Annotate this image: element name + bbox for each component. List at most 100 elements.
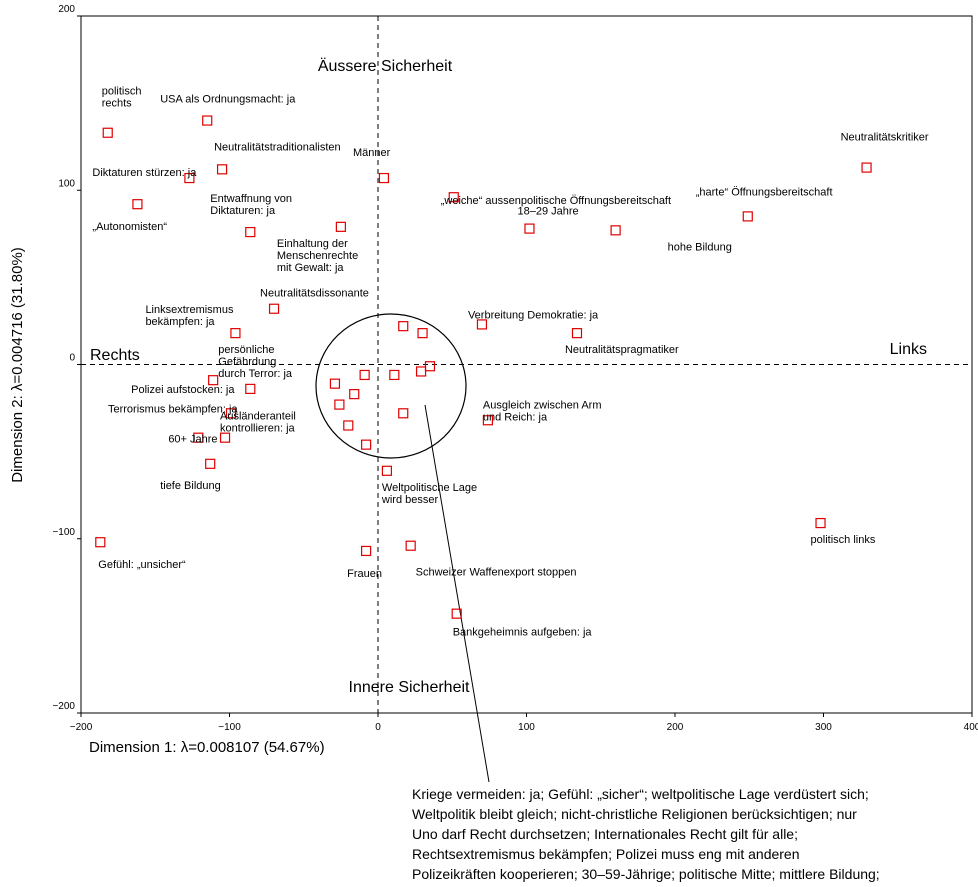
data-point-label: Weltpolitische Lage wird besser — [381, 482, 477, 506]
data-point-label: Polizei aufstocken: ja — [131, 384, 235, 396]
data-point-marker — [359, 369, 370, 381]
data-point-marker — [610, 225, 621, 236]
data-point-label: 60+ Jahre — [168, 434, 217, 446]
data-point-label: Gefühl: „unsicher“ — [98, 559, 186, 571]
data-point-marker — [132, 199, 143, 210]
data-point-marker — [378, 172, 390, 184]
data-point-label: Verbreitung Demokratie: ja — [468, 309, 599, 321]
data-point-marker — [448, 192, 459, 203]
data-point-label: 18–29 Jahre — [517, 206, 578, 218]
data-point-marker — [225, 408, 237, 419]
data-points: politisch rechts USA als Ordnungsmacht: ja… — [92, 86, 929, 639]
data-point-marker — [205, 458, 216, 469]
data-point-marker — [95, 537, 106, 548]
y-tick-label: 100 — [58, 178, 75, 189]
data-point-label: politisch links — [811, 534, 876, 546]
data-point-label: Neutralitätspragmatiker — [565, 344, 679, 356]
data-point-marker — [417, 328, 428, 339]
data-point-label: „harte“ Öffnungsbereitschaft — [696, 186, 833, 198]
data-point-label: Neutralitätskritiker — [841, 132, 929, 144]
data-point-marker — [334, 399, 345, 410]
data-point-marker — [230, 328, 241, 339]
data-point-label: hohe Bildung — [668, 241, 732, 253]
x-tick-label: 200 — [667, 722, 684, 733]
data-point-marker — [202, 115, 213, 126]
data-point-marker — [389, 369, 400, 381]
quadrant-label-right: Links — [890, 341, 927, 358]
cluster-group — [315, 313, 490, 783]
data-point-marker — [219, 432, 231, 443]
data-point-marker — [861, 162, 872, 173]
axes: −200 −100 0 100 200 300 400 200 100 0 −100 −200 — [52, 4, 978, 733]
data-point-marker — [451, 608, 462, 619]
data-point-label: persönliche Gefährdung durch Terror: ja — [218, 344, 293, 380]
data-point-marker — [335, 221, 346, 232]
data-point-label: Diktaturen stürzen: ja — [92, 167, 197, 179]
quadrant-label-bottom: Innere Sicherheit — [349, 679, 471, 696]
data-point-label: Entwaffnung von Diktaturen: ja — [210, 193, 292, 217]
x-tick-label: 0 — [375, 722, 381, 733]
quadrant-label-top: Äussere Sicherheit — [318, 57, 453, 75]
data-point-marker — [415, 366, 427, 377]
data-point-marker — [398, 321, 409, 332]
data-point-marker — [361, 439, 372, 450]
data-point-marker — [184, 172, 195, 184]
x-tick-label: 400 — [964, 722, 978, 733]
data-point-marker — [361, 545, 372, 557]
data-point-marker — [329, 378, 341, 389]
data-point-marker — [524, 223, 535, 234]
y-axis-title: Dimension 2: λ=0.004716 (31.80%) — [9, 247, 26, 483]
data-point-label: Frauen — [347, 568, 382, 580]
data-point-marker — [476, 319, 488, 330]
x-tick-label: 300 — [815, 722, 832, 733]
data-point-label: Neutralitätstraditionalisten — [214, 141, 341, 153]
data-point-label: Schweizer Waffenexport stoppen — [416, 567, 577, 579]
data-point-label: politisch rechts — [102, 86, 142, 110]
data-point-marker — [268, 303, 280, 314]
central-cluster-ellipse — [315, 313, 467, 459]
x-tick-label: 100 — [518, 722, 535, 733]
data-point-label: tiefe Bildung — [160, 480, 221, 492]
data-point-marker — [815, 517, 826, 529]
data-point-marker — [571, 328, 583, 339]
data-point-label: Linksextremismus bekämpfen: ja — [145, 304, 234, 328]
cluster-leader-line — [424, 404, 490, 783]
cluster-note-line: Rechtsextremismus bekämpfen; Polizei mus… — [412, 846, 800, 862]
data-point-marker — [193, 432, 204, 443]
quadrant-label-left: Rechts — [90, 347, 140, 364]
data-point-marker — [102, 127, 113, 138]
y-tick-label: 200 — [58, 4, 75, 15]
data-point-marker — [482, 415, 493, 426]
data-point-marker — [216, 164, 228, 175]
data-point-label: Männer — [353, 147, 391, 159]
data-point-marker — [245, 383, 256, 394]
data-point-marker — [349, 389, 360, 400]
data-point-label: „weiche“ aussenpolitische Öffnungsbereit… — [441, 195, 671, 207]
data-point-marker — [398, 408, 409, 419]
data-point-label: Neutralitätsdissonante — [260, 288, 369, 300]
data-point-marker — [424, 361, 436, 372]
data-point-label: USA als Ordnungsmacht: ja — [160, 94, 296, 106]
data-point-label: Einhaltung der Menschenrechte mit Gewalt: … — [277, 238, 358, 274]
data-point-label: Ausgleich zwischen Arm und Reich: ja — [483, 399, 602, 423]
cluster-note-line: Kriege vermeiden: ja; Gefühl: „sicher“; … — [412, 786, 869, 802]
cluster-note-line: Uno darf Recht durchsetzen; Internationa… — [412, 826, 798, 842]
data-point-marker — [208, 375, 219, 386]
x-tick-label: −100 — [218, 722, 241, 733]
cluster-note: Kriege vermeiden: ja; Gefühl: „sicher“; … — [412, 784, 972, 884]
cluster-note-line: Weltpolitik bleibt gleich; nicht-christl… — [412, 806, 857, 822]
y-tick-label: 0 — [69, 353, 75, 364]
data-point-marker — [245, 226, 256, 238]
data-point-marker — [343, 420, 354, 431]
y-tick-label: −200 — [52, 701, 75, 712]
x-axis-title: Dimension 1: λ=0.008107 (54.67%) — [89, 739, 325, 756]
y-tick-label: −100 — [52, 527, 75, 538]
data-point-marker — [742, 211, 753, 222]
cluster-note-line: Polizeikräften kooperieren; 30–59-Jährig… — [412, 866, 880, 882]
data-point-label: Terrorismus bekämpfen: ja — [108, 403, 238, 415]
data-point-label: „Autonomisten“ — [92, 221, 167, 233]
data-point-label: Bankgeheimnis aufgeben: ja — [453, 627, 593, 639]
data-point-label: Ausländeranteil kontrollieren: ja — [220, 411, 296, 435]
x-tick-label: −200 — [70, 722, 93, 733]
